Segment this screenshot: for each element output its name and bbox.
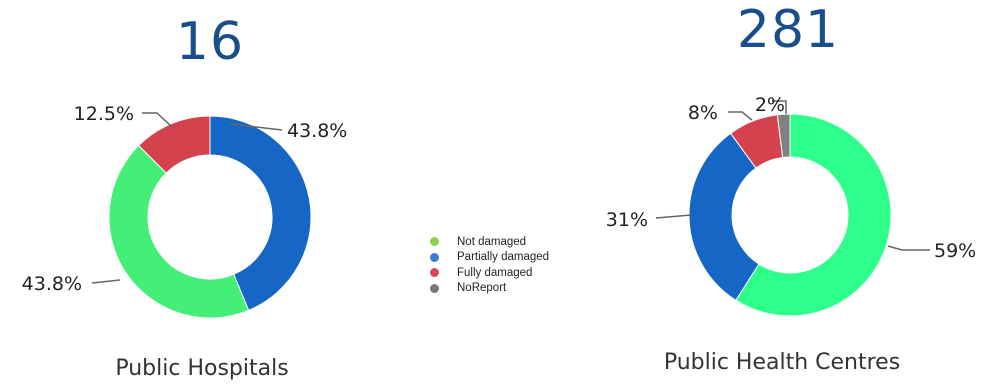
legend-item-not-damaged[interactable]: Not damaged [430, 234, 549, 250]
legend-label: NoReport [457, 282, 507, 295]
data-label: 12.5% [74, 103, 134, 125]
legend-marker [430, 252, 439, 262]
leader-line [91, 279, 121, 284]
legend-label: Partially damaged [457, 251, 550, 264]
leader-line [229, 123, 283, 131]
hospitals-donut: 43.8% 43.8% 12.5% [22, 103, 347, 319]
legend-item-noreport[interactable]: NoReport [430, 281, 549, 297]
centres-donut: 59% 31% 8% 2% [606, 94, 976, 317]
legend-marker [430, 237, 439, 247]
slice-partially-damaged[interactable] [688, 132, 760, 301]
centres-total-count: 281 [736, 0, 840, 60]
data-label: 59% [934, 240, 976, 262]
legend-item-partially-damaged[interactable]: Partially damaged [430, 250, 549, 266]
slice-partially-damaged[interactable] [209, 115, 312, 311]
slice-not-damaged[interactable] [108, 144, 250, 319]
legend: Not damaged Partially damaged Fully dama… [430, 234, 549, 296]
centres-caption: Public Health Centres [663, 350, 901, 375]
data-label: 43.8% [22, 273, 82, 295]
slice-noreport[interactable] [776, 113, 791, 159]
data-label: 2% [755, 94, 785, 116]
legend-marker [430, 268, 439, 278]
leader-line [887, 245, 930, 251]
legend-label: Not damaged [457, 235, 527, 248]
data-label: 43.8% [287, 120, 347, 142]
data-label: 8% [688, 102, 718, 124]
legend-item-fully-damaged[interactable]: Fully damaged [430, 265, 549, 281]
leader-line [142, 112, 173, 128]
slice-not-damaged[interactable] [735, 113, 892, 317]
hospitals-total-count: 16 [175, 12, 245, 72]
hospitals-caption: Public Hospitals [115, 356, 289, 381]
slice-fully-damaged[interactable] [137, 115, 211, 174]
legend-marker [430, 283, 439, 293]
leader-line [655, 214, 692, 219]
leader-line [728, 111, 753, 121]
leader-line [772, 100, 787, 114]
data-label: 31% [606, 209, 648, 231]
legend-label: Fully damaged [457, 266, 533, 279]
